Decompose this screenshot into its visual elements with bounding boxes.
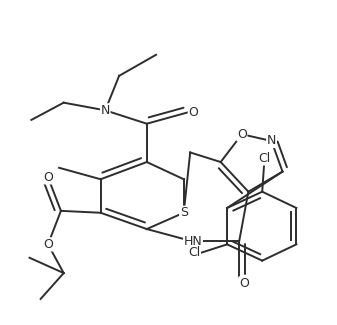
Text: HN: HN [184,235,202,248]
Text: O: O [237,128,247,141]
Text: N: N [100,104,110,117]
Text: O: O [188,106,198,119]
Text: O: O [43,171,53,184]
Text: O: O [43,238,53,251]
Text: Cl: Cl [188,246,201,259]
Text: O: O [239,277,249,290]
Text: Cl: Cl [258,152,270,165]
Text: S: S [180,206,188,219]
Text: N: N [267,135,276,148]
